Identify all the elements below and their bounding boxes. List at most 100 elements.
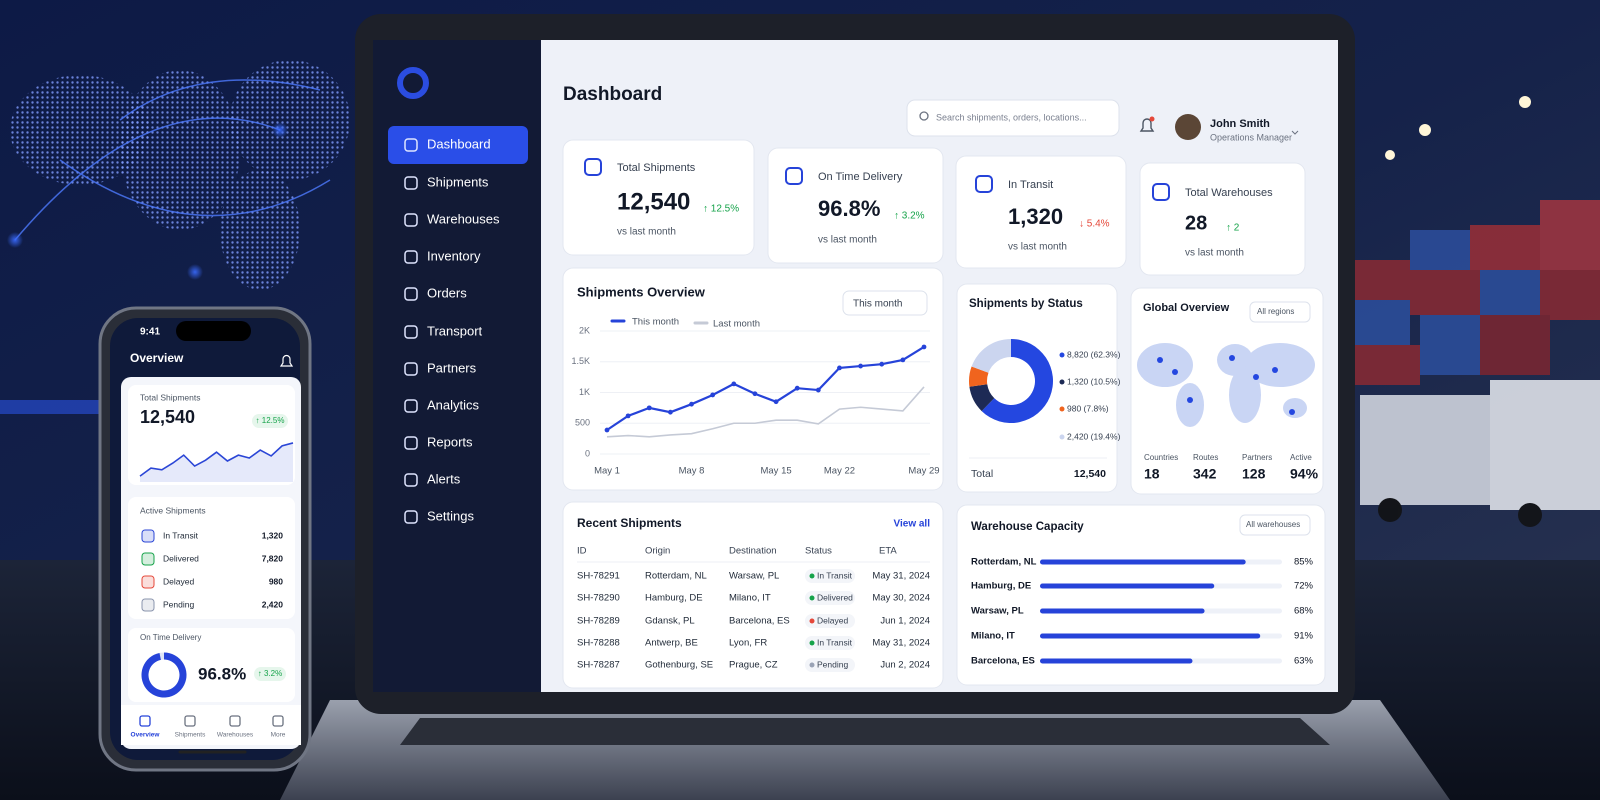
series-point [731, 381, 737, 387]
nav-item[interactable]: Dashboard [427, 136, 491, 151]
stat-value: 94% [1290, 466, 1319, 482]
map-land [1176, 383, 1204, 427]
stat-label: Active [1290, 453, 1312, 462]
user-name: John Smith [1210, 118, 1270, 130]
row-value: 2,420 [262, 599, 284, 609]
series-point [646, 405, 652, 411]
status-dot [809, 573, 815, 579]
table-cell: SH-78291 [577, 571, 620, 582]
warehouse-name: Barcelona, ES [971, 656, 1035, 667]
bell-icon[interactable] [1139, 118, 1155, 132]
series-point [794, 385, 800, 391]
phone-kpi-label: Total Shipments [140, 392, 200, 402]
series-point [710, 392, 716, 398]
nav-item[interactable]: Orders [427, 285, 467, 300]
tab-label[interactable]: More [271, 732, 286, 739]
map-pin [1157, 357, 1163, 363]
search-box[interactable] [906, 99, 1120, 137]
kpi-card [1139, 162, 1306, 276]
phone-card [128, 628, 295, 702]
warehouse-name: Milano, IT [971, 631, 1015, 642]
donut-segment [971, 339, 1011, 373]
series-line [606, 346, 925, 431]
kpi-card [767, 147, 944, 264]
kpi-icon [1152, 183, 1170, 201]
nav-item[interactable]: Reports [427, 434, 473, 449]
period-label[interactable]: This month [853, 299, 902, 310]
change-pill [252, 414, 288, 428]
table-cell: May 31, 2024 [872, 638, 930, 649]
global-card [1130, 287, 1324, 495]
y-tick-label: 0 [585, 448, 590, 458]
column-header: Status [805, 546, 832, 557]
nav-item[interactable]: Warehouses [427, 211, 500, 226]
status-text: Delivered [817, 592, 853, 602]
table-cell: May 30, 2024 [872, 593, 930, 604]
nav-item[interactable]: Analytics [427, 397, 480, 412]
capacity-label: 72% [1294, 581, 1314, 592]
map-pin [1289, 409, 1295, 415]
row-icon [141, 575, 155, 589]
capacity-bar [1040, 559, 1246, 565]
kpi-label: Total Warehouses [1185, 187, 1273, 199]
nav-icon [404, 325, 418, 339]
row-label: Pending [163, 599, 194, 609]
section-title: Active Shipments [140, 505, 206, 515]
nav-icon [404, 473, 418, 487]
row-label: Delivered [163, 553, 199, 563]
map-land [1229, 367, 1261, 423]
kpi-change: ↑ 12.5% [703, 204, 739, 215]
status-pill [805, 591, 855, 605]
nav-item[interactable]: Inventory [427, 248, 481, 263]
series-point [879, 361, 885, 367]
tab-label[interactable]: Warehouses [217, 732, 254, 739]
column-header: Destination [729, 546, 777, 557]
x-tick-label: May 8 [679, 466, 705, 477]
status-pill [805, 658, 855, 672]
card-title: Warehouse Capacity [971, 521, 1084, 533]
row-icon [141, 598, 155, 612]
map-pin [1253, 374, 1259, 380]
column-header: ETA [879, 546, 897, 557]
card-title: Global Overview [1143, 302, 1230, 314]
map-land [1245, 343, 1315, 387]
nav-item[interactable]: Settings [427, 508, 474, 523]
row-value: 980 [269, 576, 283, 586]
avatar[interactable] [1175, 114, 1201, 140]
phone-bell[interactable] [279, 354, 294, 367]
map-land [1137, 343, 1193, 387]
table-cell: Gdansk, PL [645, 616, 695, 627]
row-label: Delayed [163, 576, 194, 586]
nav-icon [404, 510, 418, 524]
table-cell: Warsaw, PL [729, 571, 779, 582]
row-icon [141, 552, 155, 566]
change-pill [254, 667, 286, 681]
tab-icon[interactable] [184, 715, 196, 727]
view-all-link[interactable]: View all [893, 519, 930, 530]
legend-dot [1059, 352, 1065, 358]
warehouse-dropdown[interactable] [1239, 514, 1311, 536]
tab-label[interactable]: Overview [131, 732, 161, 739]
nav-item[interactable]: Shipments [427, 174, 489, 189]
nav-item[interactable]: Transport [427, 323, 483, 338]
nav-item[interactable]: Alerts [427, 471, 461, 486]
region-dropdown[interactable] [1249, 301, 1311, 323]
sparkline [139, 442, 294, 477]
table-cell: Jun 1, 2024 [880, 616, 930, 627]
warehouse-filter[interactable]: All warehouses [1246, 520, 1300, 529]
row-label: In Transit [163, 530, 199, 540]
region-label[interactable]: All regions [1257, 307, 1294, 316]
tab-icon[interactable] [229, 715, 241, 727]
tab-icon[interactable] [272, 715, 284, 727]
user-role: Operations Manager [1210, 132, 1292, 142]
sparkline-area [140, 442, 293, 482]
tab-label[interactable]: Shipments [175, 732, 206, 739]
status-label: 2,420 (19.4%) [1067, 431, 1121, 441]
nav-item[interactable]: Partners [427, 360, 477, 375]
phone-title: Overview [130, 351, 184, 365]
tab-icon[interactable] [139, 715, 151, 727]
column-header: ID [577, 546, 587, 557]
period-dropdown[interactable] [842, 290, 928, 316]
y-tick-label: 500 [575, 418, 590, 428]
nav-icon [404, 138, 418, 152]
